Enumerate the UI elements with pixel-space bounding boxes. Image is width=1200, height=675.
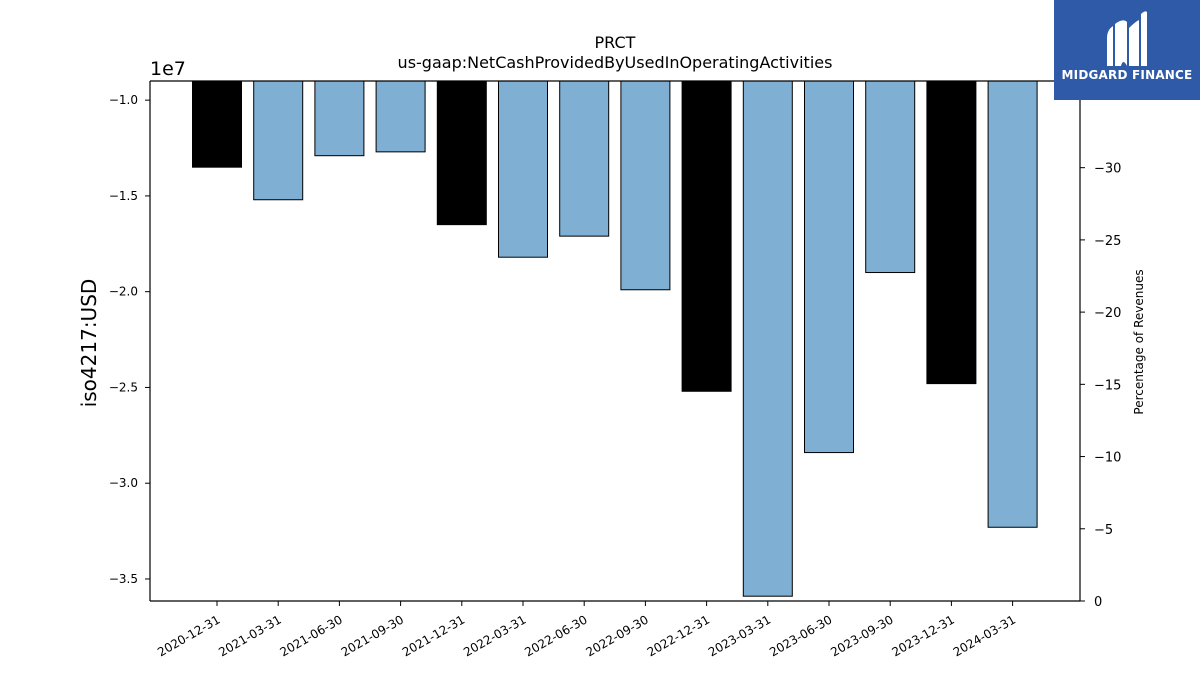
x-tick-label: 2022-12-31 <box>645 612 712 659</box>
y-tick-label: −3.5 <box>109 572 138 586</box>
y-tick-label: −2.0 <box>109 285 138 299</box>
x-tick-label: 2022-03-31 <box>461 612 528 659</box>
y-tick-label: −2.5 <box>109 380 138 394</box>
y2-tick-label: −30 <box>1094 162 1121 177</box>
bar-2023-06-30 <box>804 80 854 454</box>
bar-2022-09-30 <box>620 80 671 291</box>
y-tick-label: −3.0 <box>109 476 138 490</box>
y-tick-label: −1.5 <box>109 189 138 203</box>
x-tick-label: 2022-06-30 <box>522 612 589 659</box>
y2-tick-label: −25 <box>1094 234 1121 249</box>
y2-tick-label: −5 <box>1094 523 1113 538</box>
x-tick-label: 2023-03-31 <box>706 612 773 659</box>
bar-2020-12-31 <box>192 80 242 168</box>
y2-axis-label: Percentage of Revenues <box>1132 269 1146 414</box>
bar-2021-06-30 <box>314 80 365 157</box>
chart-title: PRCT <box>595 33 636 52</box>
bar-2021-12-31 <box>436 80 487 226</box>
logo-text: MIDGARD FINANCE <box>1061 68 1193 82</box>
bar-2022-06-30 <box>559 80 610 237</box>
x-tick-label: 2021-06-30 <box>277 612 344 659</box>
bar-2021-03-31 <box>253 80 304 201</box>
x-tick-label: 2022-09-30 <box>583 612 650 659</box>
x-tick-label: 2021-03-31 <box>216 612 283 659</box>
x-tick-label: 2021-09-30 <box>339 612 406 659</box>
bar-2022-03-31 <box>498 80 548 258</box>
bar-2024-03-31 <box>987 80 1038 528</box>
y2-tick-label: −20 <box>1094 306 1121 321</box>
x-tick-label: 2023-09-30 <box>828 612 895 659</box>
x-tick-label: 2021-12-31 <box>400 612 467 659</box>
x-tick-label: 2023-12-31 <box>889 612 956 659</box>
y2-tick-label: −10 <box>1094 451 1121 466</box>
x-tick-label: 2023-06-30 <box>767 612 834 659</box>
y-tick-label: −1.0 <box>109 93 138 107</box>
bar-2023-03-31 <box>742 80 793 597</box>
y2-tick-label: 0 <box>1094 595 1102 610</box>
midgard-finance-logo: MIDGARD FINANCE <box>1054 0 1200 100</box>
y-axis-label: iso4217:USD <box>77 279 101 408</box>
x-tick-label: 2020-12-31 <box>155 612 222 659</box>
bar-2021-09-30 <box>375 80 426 153</box>
y2-tick-label: −15 <box>1094 378 1121 393</box>
bar-2023-09-30 <box>865 80 916 274</box>
y-offset-label: 1e7 <box>150 58 186 80</box>
chart-subtitle: us-gaap:NetCashProvidedByUsedInOperating… <box>398 53 833 72</box>
bar-2022-12-31 <box>681 80 732 392</box>
midgard-logo-icon <box>1107 11 1147 67</box>
x-tick-label: 2024-03-31 <box>951 612 1018 659</box>
bar-2023-12-31 <box>926 80 977 385</box>
